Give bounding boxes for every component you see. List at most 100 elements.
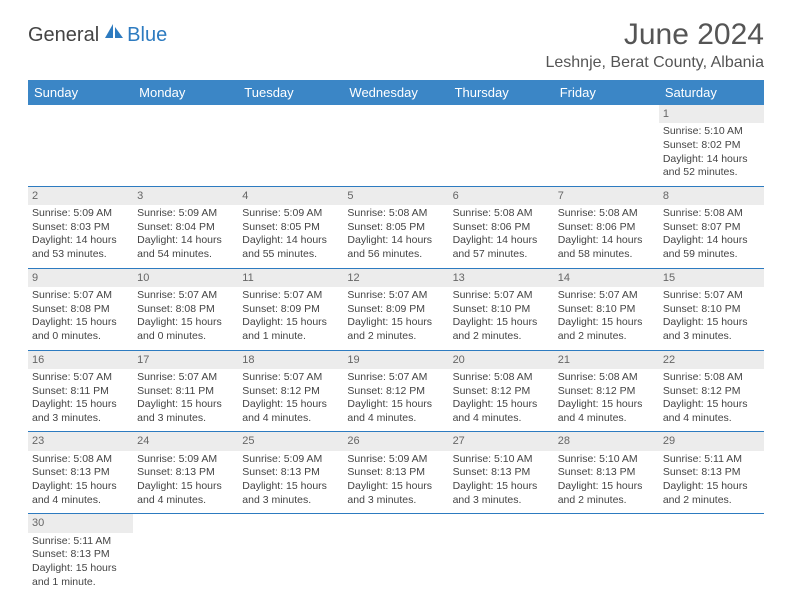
- day-body: Sunrise: 5:07 AMSunset: 8:11 PMDaylight:…: [28, 369, 133, 432]
- sunrise-text: Sunrise: 5:08 AM: [558, 371, 655, 385]
- day-body: Sunrise: 5:09 AMSunset: 8:04 PMDaylight:…: [133, 205, 238, 268]
- sunset-text: Sunset: 8:13 PM: [453, 466, 550, 480]
- day-body: Sunrise: 5:09 AMSunset: 8:03 PMDaylight:…: [28, 205, 133, 268]
- calendar-cell: [238, 514, 343, 595]
- daylight-text: Daylight: 15 hours and 3 minutes.: [242, 480, 339, 507]
- sunset-text: Sunset: 8:09 PM: [242, 303, 339, 317]
- calendar-cell: 19Sunrise: 5:07 AMSunset: 8:12 PMDayligh…: [343, 350, 448, 432]
- calendar-cell: [449, 514, 554, 595]
- logo-text-blue: Blue: [127, 24, 167, 47]
- calendar-week: 9Sunrise: 5:07 AMSunset: 8:08 PMDaylight…: [28, 268, 764, 350]
- sunset-text: Sunset: 8:03 PM: [32, 221, 129, 235]
- day-number: 23: [28, 432, 133, 450]
- calendar-week: 2Sunrise: 5:09 AMSunset: 8:03 PMDaylight…: [28, 186, 764, 268]
- day-body: Sunrise: 5:10 AMSunset: 8:13 PMDaylight:…: [554, 451, 659, 514]
- calendar-cell: 28Sunrise: 5:10 AMSunset: 8:13 PMDayligh…: [554, 432, 659, 514]
- sunset-text: Sunset: 8:12 PM: [558, 385, 655, 399]
- calendar-cell: 12Sunrise: 5:07 AMSunset: 8:09 PMDayligh…: [343, 268, 448, 350]
- daylight-text: Daylight: 15 hours and 3 minutes.: [347, 480, 444, 507]
- calendar-cell: 24Sunrise: 5:09 AMSunset: 8:13 PMDayligh…: [133, 432, 238, 514]
- daylight-text: Daylight: 14 hours and 57 minutes.: [453, 234, 550, 261]
- sunset-text: Sunset: 8:10 PM: [663, 303, 760, 317]
- day-body: Sunrise: 5:08 AMSunset: 8:07 PMDaylight:…: [659, 205, 764, 268]
- sunrise-text: Sunrise: 5:07 AM: [32, 289, 129, 303]
- daylight-text: Daylight: 14 hours and 52 minutes.: [663, 153, 760, 180]
- sunrise-text: Sunrise: 5:08 AM: [453, 207, 550, 221]
- daylight-text: Daylight: 15 hours and 4 minutes.: [32, 480, 129, 507]
- day-number: 19: [343, 351, 448, 369]
- day-number: 5: [343, 187, 448, 205]
- sunrise-text: Sunrise: 5:07 AM: [32, 371, 129, 385]
- daylight-text: Daylight: 15 hours and 4 minutes.: [137, 480, 234, 507]
- sunset-text: Sunset: 8:06 PM: [453, 221, 550, 235]
- day-number: 12: [343, 269, 448, 287]
- calendar-cell: 30Sunrise: 5:11 AMSunset: 8:13 PMDayligh…: [28, 514, 133, 595]
- sunrise-text: Sunrise: 5:08 AM: [663, 207, 760, 221]
- day-number: 6: [449, 187, 554, 205]
- calendar-week: 30Sunrise: 5:11 AMSunset: 8:13 PMDayligh…: [28, 514, 764, 595]
- sunset-text: Sunset: 8:12 PM: [453, 385, 550, 399]
- day-number: 28: [554, 432, 659, 450]
- calendar-week: 23Sunrise: 5:08 AMSunset: 8:13 PMDayligh…: [28, 432, 764, 514]
- sunset-text: Sunset: 8:10 PM: [558, 303, 655, 317]
- sunrise-text: Sunrise: 5:09 AM: [242, 207, 339, 221]
- daylight-text: Daylight: 15 hours and 3 minutes.: [137, 398, 234, 425]
- day-body: Sunrise: 5:07 AMSunset: 8:10 PMDaylight:…: [554, 287, 659, 350]
- calendar-cell: 2Sunrise: 5:09 AMSunset: 8:03 PMDaylight…: [28, 186, 133, 268]
- calendar-cell: 10Sunrise: 5:07 AMSunset: 8:08 PMDayligh…: [133, 268, 238, 350]
- day-header: Monday: [133, 80, 238, 105]
- sunrise-text: Sunrise: 5:11 AM: [32, 535, 129, 549]
- calendar-cell: 20Sunrise: 5:08 AMSunset: 8:12 PMDayligh…: [449, 350, 554, 432]
- location: Leshnje, Berat County, Albania: [545, 54, 764, 72]
- day-body: Sunrise: 5:08 AMSunset: 8:06 PMDaylight:…: [554, 205, 659, 268]
- day-number: 22: [659, 351, 764, 369]
- calendar-cell: 22Sunrise: 5:08 AMSunset: 8:12 PMDayligh…: [659, 350, 764, 432]
- day-header: Wednesday: [343, 80, 448, 105]
- day-body: Sunrise: 5:08 AMSunset: 8:13 PMDaylight:…: [28, 451, 133, 514]
- day-number: 25: [238, 432, 343, 450]
- sunset-text: Sunset: 8:12 PM: [663, 385, 760, 399]
- daylight-text: Daylight: 15 hours and 2 minutes.: [453, 316, 550, 343]
- daylight-text: Daylight: 14 hours and 55 minutes.: [242, 234, 339, 261]
- calendar-cell: 29Sunrise: 5:11 AMSunset: 8:13 PMDayligh…: [659, 432, 764, 514]
- daylight-text: Daylight: 15 hours and 2 minutes.: [558, 316, 655, 343]
- day-number: 26: [343, 432, 448, 450]
- sunset-text: Sunset: 8:07 PM: [663, 221, 760, 235]
- day-body: Sunrise: 5:08 AMSunset: 8:12 PMDaylight:…: [554, 369, 659, 432]
- day-number: 4: [238, 187, 343, 205]
- sunset-text: Sunset: 8:12 PM: [242, 385, 339, 399]
- sunrise-text: Sunrise: 5:07 AM: [242, 371, 339, 385]
- calendar-week: 1Sunrise: 5:10 AMSunset: 8:02 PMDaylight…: [28, 105, 764, 186]
- daylight-text: Daylight: 15 hours and 4 minutes.: [663, 398, 760, 425]
- day-number: 18: [238, 351, 343, 369]
- sunset-text: Sunset: 8:04 PM: [137, 221, 234, 235]
- daylight-text: Daylight: 14 hours and 54 minutes.: [137, 234, 234, 261]
- daylight-text: Daylight: 14 hours and 58 minutes.: [558, 234, 655, 261]
- sunset-text: Sunset: 8:13 PM: [32, 548, 129, 562]
- day-body: Sunrise: 5:09 AMSunset: 8:13 PMDaylight:…: [133, 451, 238, 514]
- daylight-text: Daylight: 15 hours and 3 minutes.: [453, 480, 550, 507]
- sunset-text: Sunset: 8:05 PM: [347, 221, 444, 235]
- day-body: Sunrise: 5:08 AMSunset: 8:06 PMDaylight:…: [449, 205, 554, 268]
- calendar-cell: 26Sunrise: 5:09 AMSunset: 8:13 PMDayligh…: [343, 432, 448, 514]
- calendar-cell: [449, 105, 554, 186]
- sunrise-text: Sunrise: 5:07 AM: [663, 289, 760, 303]
- day-body: Sunrise: 5:08 AMSunset: 8:05 PMDaylight:…: [343, 205, 448, 268]
- sunset-text: Sunset: 8:12 PM: [347, 385, 444, 399]
- day-number: 20: [449, 351, 554, 369]
- day-number: 7: [554, 187, 659, 205]
- day-number: 11: [238, 269, 343, 287]
- sunrise-text: Sunrise: 5:07 AM: [242, 289, 339, 303]
- calendar-cell: 18Sunrise: 5:07 AMSunset: 8:12 PMDayligh…: [238, 350, 343, 432]
- sunrise-text: Sunrise: 5:10 AM: [453, 453, 550, 467]
- day-number: 13: [449, 269, 554, 287]
- sunrise-text: Sunrise: 5:09 AM: [137, 207, 234, 221]
- day-number: 30: [28, 514, 133, 532]
- daylight-text: Daylight: 15 hours and 4 minutes.: [347, 398, 444, 425]
- daylight-text: Daylight: 15 hours and 2 minutes.: [347, 316, 444, 343]
- day-header: Sunday: [28, 80, 133, 105]
- sunset-text: Sunset: 8:10 PM: [453, 303, 550, 317]
- sunset-text: Sunset: 8:11 PM: [32, 385, 129, 399]
- month-title: June 2024: [545, 18, 764, 52]
- day-number: 29: [659, 432, 764, 450]
